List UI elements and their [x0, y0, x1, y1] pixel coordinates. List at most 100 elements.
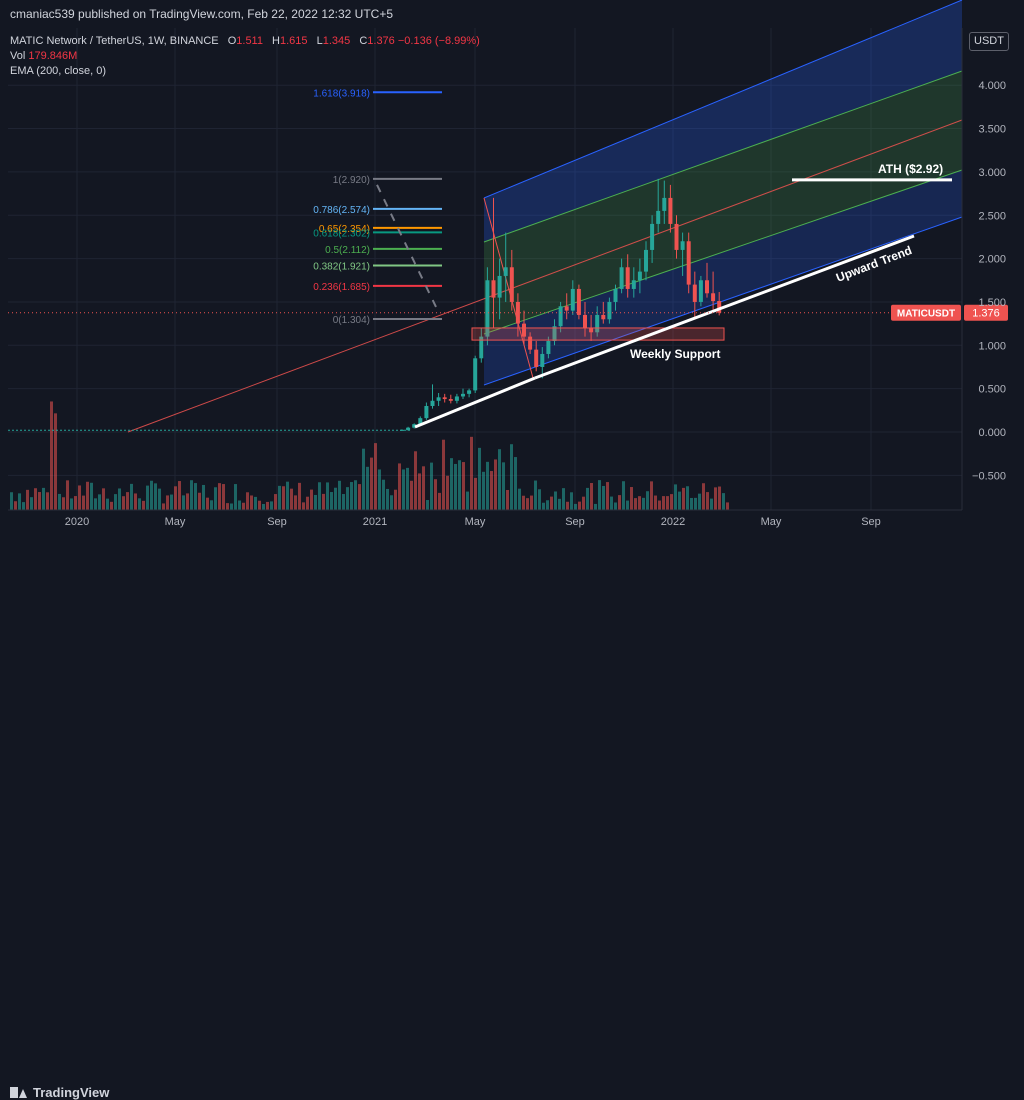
publisher-line: cmaniac539 published on TradingView.com,… [10, 7, 394, 21]
volume-bar [406, 467, 409, 510]
candle-body [668, 197, 673, 224]
volume-bar [318, 482, 321, 510]
volume-bar [54, 413, 57, 510]
volume-bar [426, 500, 429, 510]
volume-bar [530, 495, 533, 510]
y-tick-label: 1.500 [978, 297, 1006, 309]
candle-body [564, 306, 569, 311]
volume-bar [102, 488, 105, 510]
volume-bar [274, 494, 277, 510]
volume-bar [498, 449, 501, 510]
volume-bar [62, 497, 65, 510]
candle-body [473, 358, 478, 391]
volume-bar [46, 492, 49, 510]
volume-bar [462, 462, 465, 510]
candle-body [686, 241, 691, 285]
volume-bar [486, 461, 489, 510]
volume-bar [258, 500, 261, 510]
volume-bar [158, 488, 161, 510]
fib-level-label: 0.65(2.354) [319, 224, 370, 235]
volume-bar [186, 493, 189, 510]
volume-bar [58, 493, 61, 510]
volume-bar [614, 502, 617, 510]
volume-bar [710, 498, 713, 510]
volume-bar [334, 487, 337, 510]
volume-bar [570, 492, 573, 510]
volume-bar [698, 493, 701, 510]
price-axis: 4.000 3.500 3.000 2.500 2.000 1.500 1.000 0.500… [961, 28, 1006, 510]
volume-bar [74, 496, 77, 510]
fib-level-label: 0.5(2.112) [325, 245, 370, 256]
volume-bar [682, 487, 685, 510]
fibonacci-levels: 1.618(3.918) 1(2.920) 0.786(2.574) 0.65(2.3… [313, 88, 442, 326]
candle-body [540, 353, 545, 367]
volume-bar [670, 494, 673, 510]
price-chart[interactable]: 1.618(3.918) 1(2.920) 0.786(2.574) 0.65(2.3… [0, 0, 1024, 568]
volume-bar [566, 501, 569, 510]
currency-button[interactable]: USDT [969, 32, 1009, 51]
volume-bar [86, 481, 89, 510]
channel-band-upper [484, 0, 962, 242]
volume-bar [686, 486, 689, 510]
channel-bottom-line [483, 216, 963, 386]
volume-bar [98, 494, 101, 510]
candle-body [467, 390, 472, 394]
volume-bar [234, 484, 237, 510]
volume-bar [22, 502, 25, 510]
brand-text: TradingView [33, 1085, 110, 1100]
ath-label: ATH ($2.92) [878, 162, 943, 176]
fib-level-label: 0.786(2.574) [313, 205, 370, 216]
candle-body [491, 280, 496, 298]
volume-bar [474, 477, 477, 510]
volume-bar [314, 494, 317, 510]
volume-bar [578, 501, 581, 510]
volume-bar [418, 473, 421, 510]
candle-body [430, 400, 435, 406]
volume-bar [658, 500, 661, 510]
volume-bar [454, 463, 457, 510]
volume-bar [542, 502, 545, 510]
weekly-support-label: Weekly Support [630, 347, 720, 361]
ema-indicator-label[interactable]: EMA (200, close, 0) [10, 65, 106, 77]
grid-lines [8, 28, 962, 510]
volume-bar [598, 480, 601, 510]
volume-bar [466, 491, 469, 510]
channel-band-lower [484, 170, 962, 385]
candle-body [412, 424, 417, 428]
volume-bar [358, 484, 361, 510]
fib-level-label: 1.618(3.918) [313, 88, 370, 99]
x-tick-label: May [165, 516, 186, 528]
volume-bar [722, 493, 725, 510]
candle-body [631, 280, 636, 289]
candle-body [650, 223, 655, 250]
volume-bar [386, 488, 389, 510]
candle-body [698, 280, 703, 302]
tradingview-brand[interactable]: TradingView [10, 1085, 109, 1100]
candle-body [454, 396, 459, 401]
volume-bar [298, 482, 301, 510]
candle-body [522, 323, 526, 337]
candle-body [442, 397, 447, 400]
volume-bar [202, 484, 205, 510]
volume-bar [198, 492, 201, 510]
volume-bar [342, 494, 345, 510]
y-tick-label: 3.500 [978, 124, 1006, 136]
candle-body [692, 284, 697, 302]
volume-bar [266, 501, 269, 510]
candle-body [644, 249, 648, 272]
candle-body [625, 267, 630, 289]
volume-bar [678, 491, 681, 510]
candle-body [546, 340, 551, 354]
fib-level-label: 0.382(1.921) [313, 261, 370, 272]
candle-body [656, 210, 661, 224]
candle-body [479, 336, 484, 359]
volume-bar [534, 480, 537, 510]
volume-bar [522, 495, 525, 510]
fib-trend-line [376, 184, 437, 308]
volume-bar [394, 489, 397, 510]
x-tick-label: Sep [861, 516, 881, 528]
volume-bar [646, 491, 649, 510]
volume-bar [122, 496, 125, 510]
volume-bar [222, 484, 225, 510]
time-axis: 2020 May Sep 2021 May Sep 2022 May Sep [8, 509, 962, 528]
